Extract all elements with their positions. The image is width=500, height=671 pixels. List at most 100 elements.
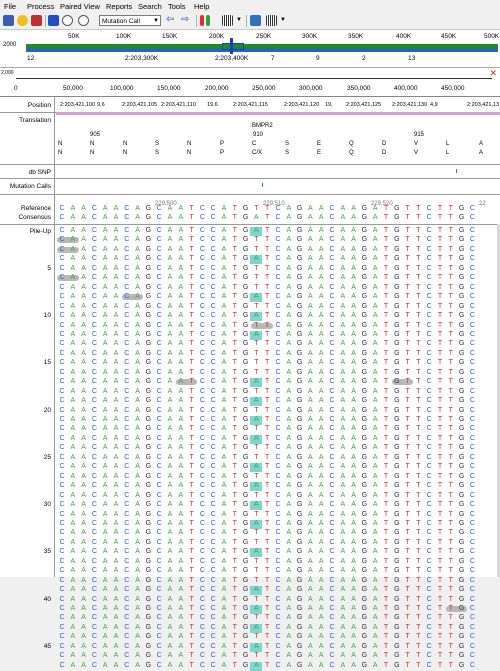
- read-base: T: [405, 501, 410, 509]
- close-icon[interactable]: ✕: [489, 68, 497, 78]
- read-base: A: [113, 283, 119, 291]
- coverage-track[interactable]: 2,000 ✕ 0 50,000 100,000 150,000 200,000…: [0, 68, 500, 97]
- read-base: A: [221, 321, 227, 329]
- menu-process[interactable]: Process: [27, 2, 55, 11]
- read-base: C: [210, 519, 216, 527]
- read-base: T: [448, 378, 453, 386]
- bar-icon[interactable]: [206, 15, 210, 26]
- menu-file[interactable]: File: [4, 2, 17, 11]
- alignment-panel[interactable]: Position Translation BMPR2 905 910 915 d…: [0, 97, 500, 671]
- tools-icon[interactable]: [31, 15, 42, 26]
- read-base: A: [178, 434, 184, 442]
- read-base: G: [361, 605, 368, 612]
- arrow-left-icon[interactable]: ⇦: [166, 14, 175, 25]
- save-icon[interactable]: [3, 15, 14, 26]
- view-window[interactable]: [222, 43, 244, 50]
- read-base: G: [458, 406, 465, 414]
- read-base: T: [265, 378, 270, 386]
- read-base: G: [242, 283, 249, 291]
- read-base: T: [189, 501, 194, 509]
- read-base: C: [124, 378, 130, 386]
- mode-select[interactable]: Mutation Call ▼: [99, 15, 161, 26]
- read-base: G: [361, 406, 368, 414]
- read-base: A: [221, 264, 227, 272]
- read-base: A: [135, 548, 140, 556]
- chromosome-overview[interactable]: 2000 50K 100K 150K 200K 250K 300K 350K 4…: [0, 30, 500, 68]
- read-base: A: [81, 397, 86, 405]
- consensus-base: A: [318, 214, 324, 221]
- read-base: C: [210, 642, 216, 650]
- read-base: A: [113, 378, 119, 386]
- read-base: A: [318, 444, 324, 452]
- read-base: A: [286, 245, 292, 253]
- read-base: C: [59, 416, 65, 423]
- read-base: T: [232, 340, 237, 348]
- read-base: A: [308, 368, 313, 376]
- read-base: A: [135, 359, 140, 367]
- read-base: C: [469, 595, 475, 603]
- read-base: C: [156, 255, 162, 263]
- bar-icon[interactable]: [200, 15, 204, 26]
- reference-base: C: [124, 205, 130, 212]
- menu-tools[interactable]: Tools: [168, 2, 186, 11]
- read-base: A: [308, 614, 313, 622]
- read-base: A: [351, 529, 356, 537]
- read-base: A: [372, 378, 378, 386]
- variant-highlight: [250, 227, 263, 236]
- chevron-down-icon[interactable]: ▼: [280, 17, 286, 23]
- read-base: G: [458, 652, 465, 660]
- amino-acid: Q: [349, 141, 354, 147]
- settings-icon[interactable]: [17, 15, 28, 26]
- cursor-marker[interactable]: [230, 38, 233, 54]
- read-base: C: [469, 605, 475, 612]
- read-base: C: [210, 302, 216, 310]
- read-base: A: [135, 510, 140, 518]
- mutation-marker[interactable]: [262, 183, 263, 187]
- scrollbar[interactable]: [497, 224, 500, 577]
- read-base: T: [405, 264, 410, 272]
- read-base: T: [383, 434, 389, 442]
- menu-paired-view[interactable]: Paired View: [60, 2, 100, 11]
- zoom-out-icon[interactable]: [78, 15, 89, 26]
- read-base: T: [232, 519, 237, 527]
- read-base: G: [145, 227, 152, 234]
- read-base: G: [296, 586, 303, 594]
- read-base: A: [102, 472, 108, 480]
- zoom-in-icon[interactable]: [62, 15, 73, 26]
- read-base: A: [135, 425, 140, 433]
- read-base: G: [145, 245, 152, 253]
- read-base: C: [210, 472, 216, 480]
- columns-icon[interactable]: [222, 15, 233, 26]
- read-base: C: [426, 245, 432, 253]
- read-base: T: [383, 397, 389, 405]
- read-base: A: [318, 519, 324, 527]
- position-value: 2:203,421,115: [233, 102, 268, 108]
- read-base: C: [124, 567, 130, 575]
- read-base: A: [81, 557, 86, 565]
- read-base: T: [416, 557, 421, 565]
- read-base: A: [254, 605, 259, 612]
- edit-icon[interactable]: [250, 15, 261, 26]
- read-base: A: [318, 491, 324, 499]
- read-base: A: [318, 293, 324, 301]
- coverage-tick: 450,000: [441, 85, 465, 92]
- snp-marker[interactable]: [456, 169, 457, 173]
- read-base: A: [254, 293, 259, 301]
- read-base: C: [426, 623, 432, 631]
- view-icon[interactable]: [266, 15, 277, 26]
- read-base: A: [308, 623, 313, 631]
- menu-help[interactable]: Help: [194, 2, 210, 11]
- bookmark-icon[interactable]: [48, 15, 59, 26]
- arrow-right-icon[interactable]: ⇨: [181, 14, 190, 25]
- read-base: A: [372, 349, 378, 357]
- read-base: C: [329, 652, 335, 660]
- menu-search[interactable]: Search: [138, 2, 162, 11]
- read-base: A: [221, 576, 227, 584]
- menu-reports[interactable]: Reports: [106, 2, 133, 11]
- read-base: A: [254, 519, 259, 527]
- read-base: G: [242, 293, 249, 301]
- read-base: A: [178, 538, 184, 546]
- read-base: A: [167, 548, 173, 556]
- read-base: A: [113, 482, 119, 490]
- chevron-down-icon[interactable]: ▼: [236, 17, 242, 23]
